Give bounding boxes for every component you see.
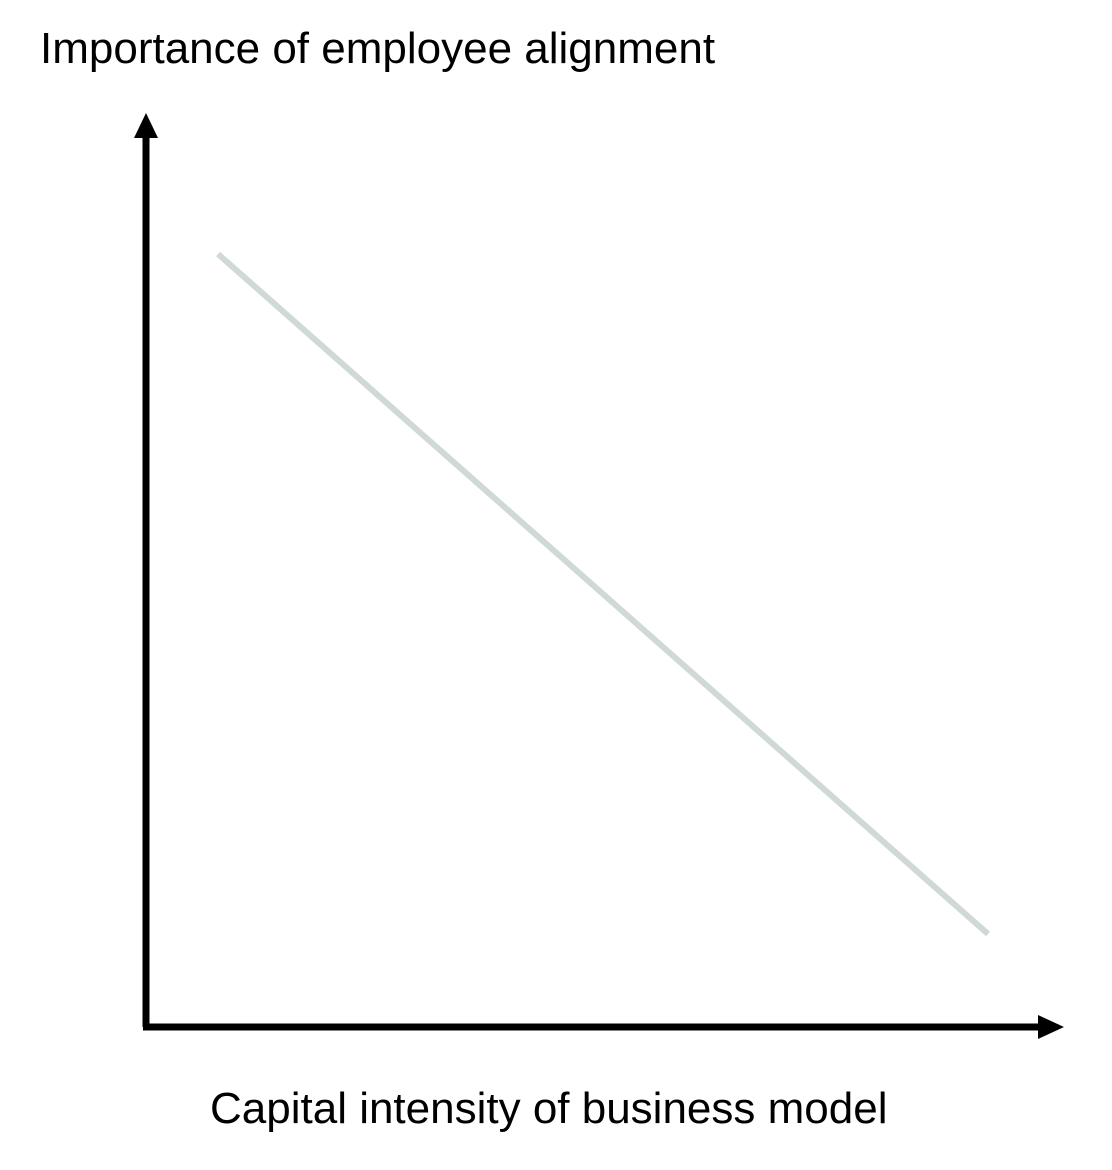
x-axis-arrow-icon [1038,1015,1064,1039]
trend-line [216,251,990,937]
y-axis-arrow-icon [134,113,158,138]
y-axis-label: Importance of employee alignment [40,24,716,73]
x-axis-label: Capital intensity of business model [210,1084,888,1133]
